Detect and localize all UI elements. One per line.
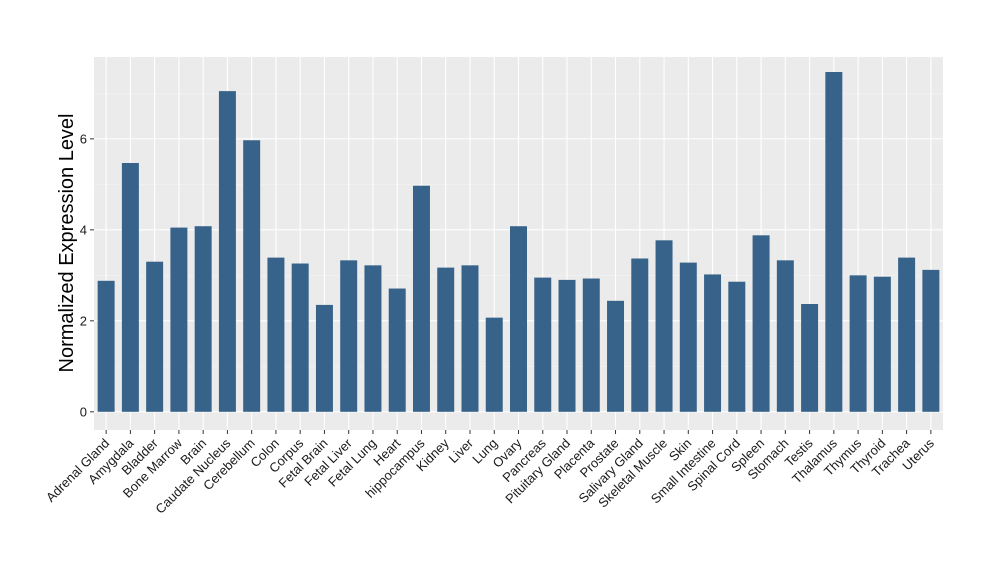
bar [801, 303, 819, 412]
y-axis: 0 2 4 6 [80, 131, 94, 419]
bar [873, 276, 891, 412]
y-tick-label: 2 [80, 313, 87, 328]
bar [776, 260, 794, 412]
bar [437, 267, 455, 412]
bar [631, 258, 649, 412]
bar [291, 263, 309, 412]
bar [243, 140, 261, 412]
bar [364, 265, 382, 412]
x-tick-label: Liver [446, 435, 477, 466]
y-axis-label: Normalized Expression Level [56, 113, 78, 372]
bar [97, 280, 115, 412]
bar [412, 185, 430, 412]
bar [121, 162, 139, 412]
bar [146, 261, 164, 412]
bar [194, 226, 212, 412]
bar [752, 235, 770, 412]
bar [267, 257, 285, 412]
bar [340, 260, 358, 412]
bar [655, 240, 673, 412]
bar [679, 262, 697, 412]
bars [97, 72, 940, 412]
bar [534, 277, 552, 412]
y-tick-label: 6 [80, 131, 87, 146]
y-tick-label: 0 [80, 404, 87, 419]
y-tick-label: 4 [80, 222, 87, 237]
bar [485, 317, 503, 412]
bar [510, 226, 527, 412]
bar [218, 91, 236, 412]
bar [704, 274, 722, 412]
bar [558, 279, 576, 412]
bar [170, 227, 188, 412]
bar [582, 278, 600, 412]
bar [461, 265, 479, 412]
bar [898, 257, 916, 412]
bar [849, 275, 867, 412]
bar [607, 300, 625, 412]
bar [315, 304, 333, 412]
bar [728, 281, 746, 412]
bar [388, 288, 406, 412]
bar [922, 269, 940, 412]
bar [825, 72, 843, 412]
